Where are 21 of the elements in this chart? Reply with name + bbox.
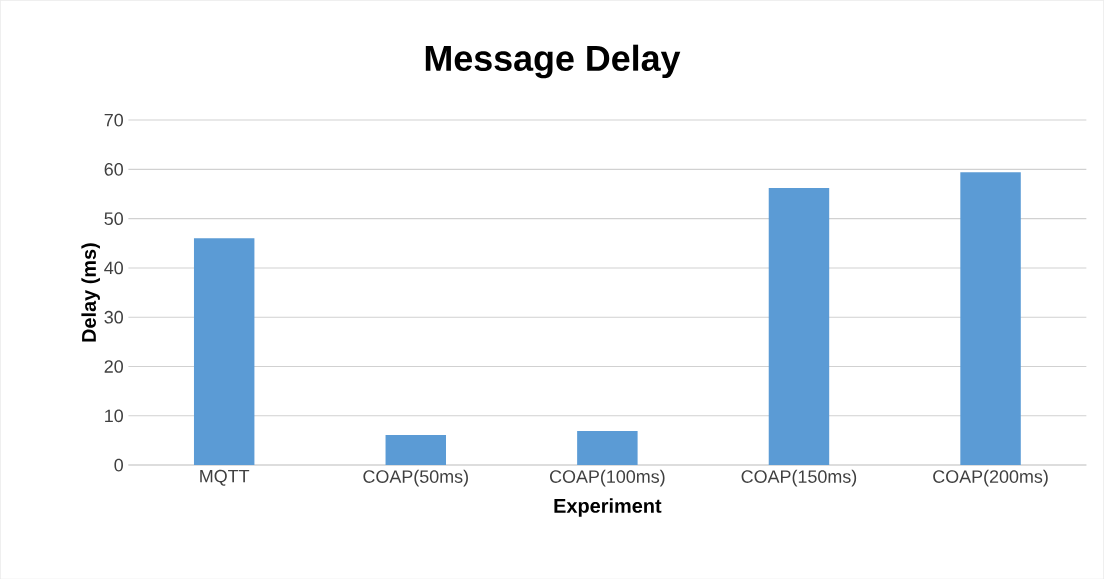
x-tick-label: COAP(50ms): [363, 469, 468, 487]
y-tick-label: 0: [114, 458, 123, 472]
bar: [960, 172, 1021, 465]
bar: [577, 430, 638, 465]
y-tick-label: 20: [104, 359, 123, 373]
y-tick-label: 10: [105, 409, 123, 422]
chart-title: Message Delay: [425, 44, 681, 79]
x-tick-label: COAP(100ms): [550, 469, 665, 487]
y-tick-label: 40: [104, 261, 123, 275]
x-tick-label: COAP(200ms): [933, 469, 1048, 487]
bar: [385, 434, 447, 465]
x-tick-label: MQTT: [200, 469, 250, 486]
y-tick-label: 50: [104, 212, 123, 225]
x-axis-title: Experiment: [554, 498, 662, 517]
y-tick-label: 70: [104, 113, 123, 127]
bar: [768, 187, 830, 465]
y-tick-label: 60: [104, 162, 123, 176]
y-tick-label: 30: [104, 310, 123, 324]
y-axis-title: Delay (ms): [81, 242, 100, 342]
x-tick-label: COAP(150ms): [741, 469, 857, 487]
bar: [193, 238, 255, 465]
